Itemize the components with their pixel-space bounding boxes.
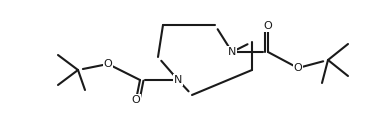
Text: N: N	[174, 75, 182, 85]
Text: O: O	[104, 59, 112, 69]
Text: N: N	[228, 47, 236, 57]
Text: O: O	[132, 95, 140, 105]
Text: O: O	[294, 63, 302, 73]
Text: O: O	[264, 21, 272, 31]
